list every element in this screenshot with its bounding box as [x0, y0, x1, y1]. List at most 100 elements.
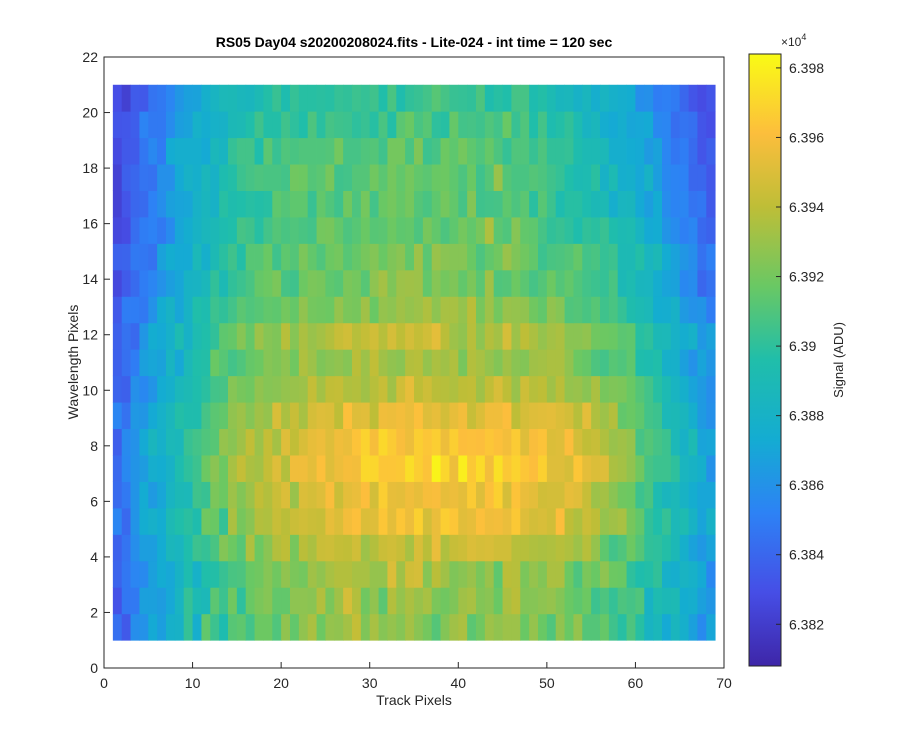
heatmap-cell: [688, 190, 698, 218]
heatmap-cell: [307, 560, 317, 588]
heatmap-cell: [352, 534, 362, 562]
heatmap-cell: [644, 322, 654, 350]
heatmap-cell: [405, 349, 415, 377]
heatmap-cell: [183, 217, 193, 244]
heatmap-cell: [484, 322, 495, 350]
heatmap-cell: [210, 296, 220, 324]
heatmap-cell: [431, 296, 441, 324]
heatmap-cell: [148, 137, 158, 165]
heatmap-cell: [644, 455, 654, 482]
heatmap-cell: [396, 111, 406, 139]
heatmap-cell: [414, 164, 424, 191]
heatmap-cell: [405, 613, 415, 641]
heatmap-cell: [219, 402, 229, 430]
heatmap-cell: [458, 296, 468, 324]
heatmap-cell: [228, 217, 238, 244]
heatmap-cell: [272, 428, 282, 456]
heatmap-cell: [422, 296, 433, 324]
heatmap-cell: [236, 269, 247, 297]
heatmap-cell: [564, 84, 574, 112]
heatmap-cell: [414, 217, 424, 244]
heatmap-cell: [440, 402, 450, 430]
heatmap-cell: [546, 507, 557, 535]
heatmap-cell: [617, 243, 627, 271]
heatmap-cell: [148, 587, 158, 615]
heatmap-cell: [378, 322, 388, 350]
heatmap-cell: [369, 560, 379, 588]
heatmap-cell: [538, 349, 548, 377]
heatmap-cell: [449, 560, 459, 588]
heatmap-cell: [219, 507, 229, 535]
x-tick-label: 0: [100, 675, 108, 691]
heatmap-cell: [192, 402, 202, 430]
heatmap-cell: [405, 481, 415, 509]
heatmap-cell: [360, 137, 371, 165]
heatmap-cell: [396, 217, 406, 244]
heatmap-cell: [688, 613, 698, 641]
heatmap-cell: [210, 349, 220, 377]
heatmap-cell: [476, 296, 486, 324]
heatmap-cell: [617, 296, 627, 324]
heatmap-cell: [396, 402, 406, 430]
heatmap-cell: [316, 269, 326, 297]
heatmap-cell: [582, 137, 592, 165]
heatmap-cell: [617, 455, 627, 482]
heatmap-cell: [369, 455, 379, 482]
heatmap-cell: [431, 217, 441, 244]
heatmap-cell: [493, 269, 503, 297]
heatmap-cell: [529, 217, 539, 244]
heatmap-cell: [245, 84, 255, 112]
heatmap-cell: [529, 296, 539, 324]
heatmap-cell: [493, 375, 503, 403]
heatmap-cell: [352, 296, 362, 324]
heatmap-cell: [697, 428, 707, 456]
heatmap-cell: [148, 164, 158, 191]
heatmap-cell: [290, 217, 300, 244]
heatmap-cell: [290, 375, 300, 403]
heatmap-cell: [564, 481, 574, 509]
heatmap-cell: [263, 613, 273, 641]
heatmap-cell: [352, 481, 362, 509]
heatmap-cell: [706, 322, 716, 350]
heatmap-cell: [493, 111, 503, 139]
heatmap-cell: [378, 402, 388, 430]
heatmap-cell: [254, 402, 264, 430]
heatmap-cell: [378, 560, 388, 588]
heatmap-cell: [635, 402, 645, 430]
heatmap-cell: [245, 402, 255, 430]
heatmap-cell: [546, 455, 557, 482]
heatmap-cell: [670, 481, 681, 509]
heatmap-cell: [644, 164, 654, 191]
heatmap-cell: [555, 164, 565, 191]
heatmap-cell: [688, 428, 698, 456]
heatmap-cell: [307, 402, 317, 430]
heatmap-cell: [387, 481, 397, 509]
heatmap-cell: [670, 560, 681, 588]
heatmap-cell: [600, 613, 610, 641]
heatmap-cell: [343, 560, 353, 588]
heatmap-cell: [130, 375, 140, 403]
heatmap-cell: [236, 375, 247, 403]
heatmap-cell: [458, 349, 468, 377]
heatmap-cell: [378, 507, 388, 535]
heatmap-cell: [414, 507, 424, 535]
heatmap-cell: [582, 217, 592, 244]
heatmap-cell: [546, 269, 557, 297]
heatmap-cell: [245, 137, 255, 165]
heatmap-cell: [219, 613, 229, 641]
heatmap-cell: [493, 84, 503, 112]
heatmap-cell: [564, 375, 574, 403]
heatmap-cell: [697, 349, 707, 377]
heatmap-cell: [166, 613, 176, 641]
heatmap-cell: [538, 217, 548, 244]
heatmap-cell: [254, 164, 264, 191]
heatmap-cell: [555, 455, 565, 482]
heatmap-cell: [431, 455, 441, 482]
heatmap-cell: [511, 84, 521, 112]
heatmap-cell: [192, 296, 202, 324]
heatmap-cell: [626, 428, 636, 456]
heatmap-cell: [316, 137, 326, 165]
heatmap-cell: [582, 534, 592, 562]
heatmap-cell: [573, 217, 583, 244]
heatmap-cell: [484, 111, 495, 139]
